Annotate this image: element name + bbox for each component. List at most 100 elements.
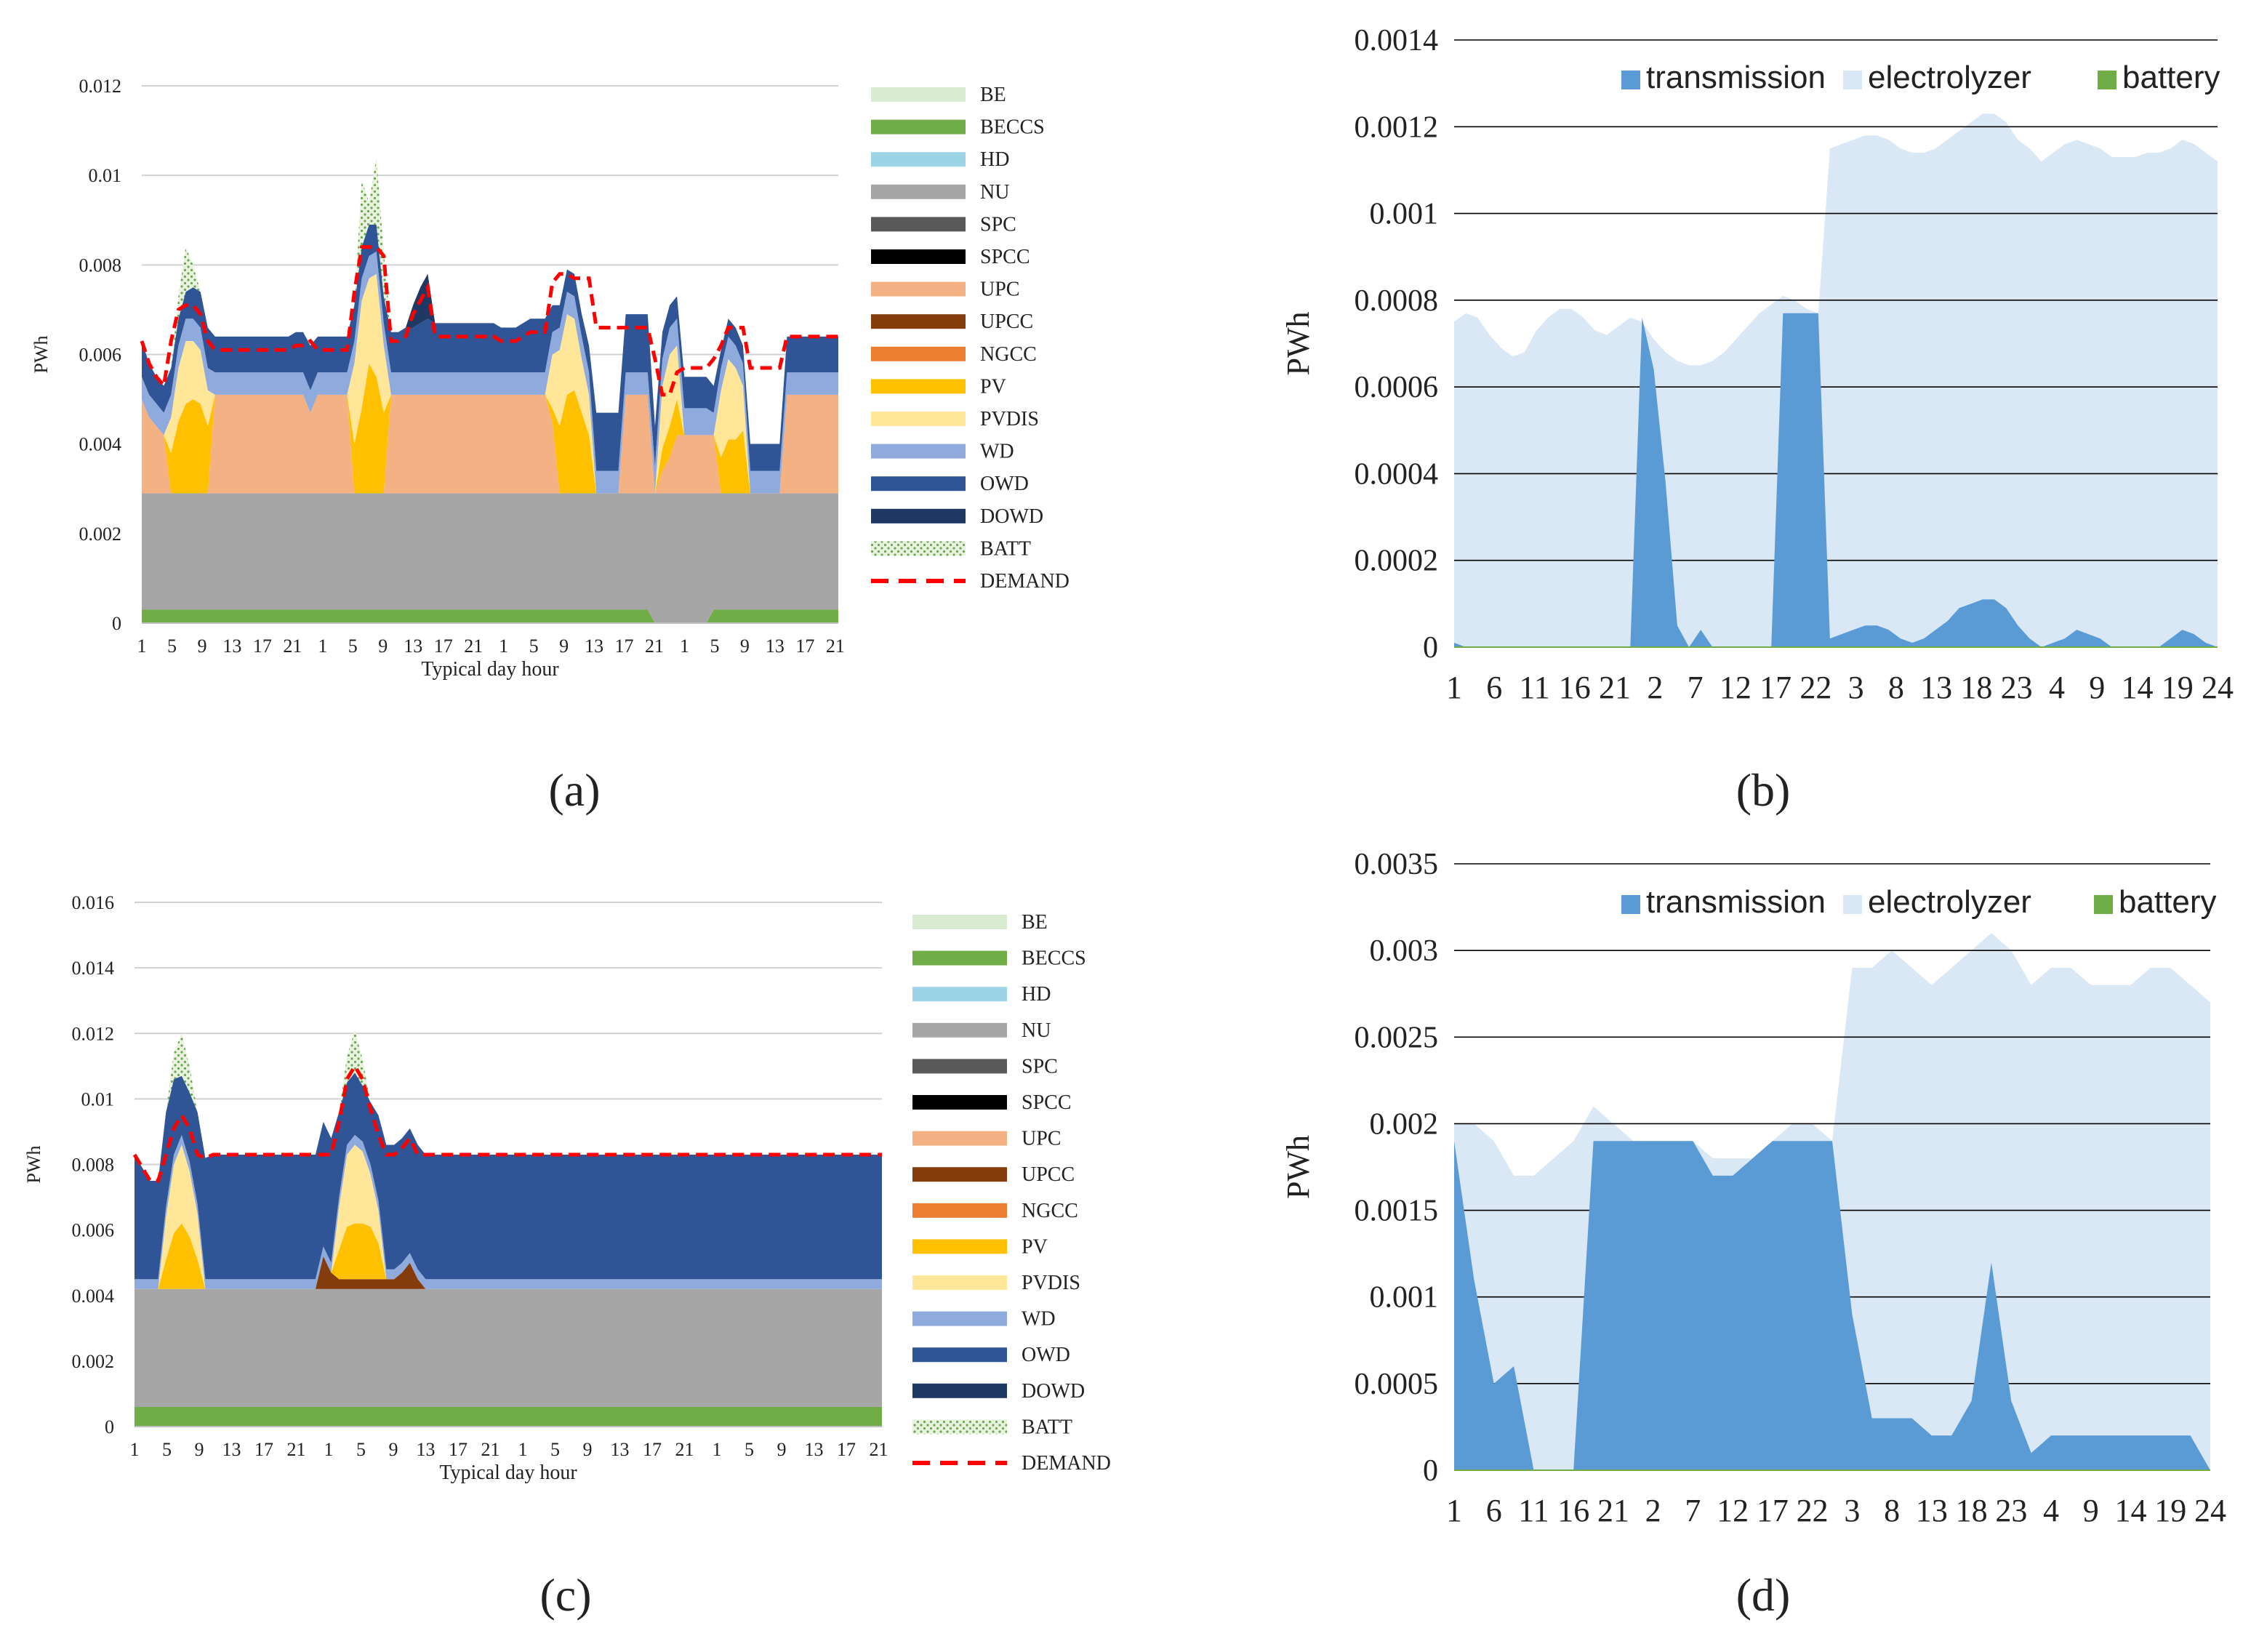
- y-tick-label: 0.008: [72, 1155, 115, 1176]
- area-pvdis: [142, 273, 838, 494]
- area-beccs: [142, 609, 838, 623]
- y-tick-label: 0.003: [1370, 934, 1439, 968]
- x-tick-label: 13: [222, 1439, 241, 1460]
- legend-swatch-hd: [871, 152, 966, 167]
- x-tick-label: 1: [130, 1439, 140, 1460]
- y-axis-title: PWh: [31, 336, 52, 374]
- x-tick-label: 16: [1559, 670, 1591, 705]
- legend-swatch-nu: [871, 184, 966, 199]
- x-tick-label: 21: [826, 635, 845, 657]
- legend-label-battery: battery: [2122, 60, 2220, 95]
- panel-label-d: (d): [1736, 1569, 1791, 1621]
- x-tick-label: 9: [195, 1439, 204, 1460]
- y-tick-label: 0.006: [79, 345, 122, 366]
- area-pv: [142, 363, 838, 494]
- x-tick-label: 13: [417, 1439, 436, 1460]
- legend-swatch-batt: [871, 541, 966, 556]
- legend-label-owd: OWD: [980, 473, 1029, 495]
- x-axis-title: Typical day hour: [439, 1461, 577, 1484]
- y-tick-label: 0.0008: [1355, 284, 1439, 318]
- y-tick-label: 0: [112, 613, 121, 634]
- x-tick-label: 17: [253, 635, 272, 657]
- x-tick-label: 11: [1518, 1493, 1549, 1528]
- legend-label-be: BE: [980, 84, 1006, 106]
- legend-swatch-hd: [912, 987, 1007, 1002]
- panel-label-a: (a): [548, 764, 600, 816]
- legend-swatch-spc: [912, 1059, 1007, 1074]
- x-tick-label: 5: [550, 1439, 560, 1460]
- x-tick-label: 2: [1645, 1493, 1661, 1528]
- area-owd: [135, 1072, 882, 1280]
- legend-label-dowd: DOWD: [980, 505, 1043, 528]
- legend-swatch-electrolyzer: [1843, 71, 1862, 89]
- x-tick-label: 6: [1486, 670, 1502, 705]
- legend-swatch-spcc: [871, 249, 966, 264]
- legend-label-ngcc: NGCC: [1022, 1200, 1078, 1222]
- x-tick-label: 14: [2121, 670, 2153, 705]
- legend-swatch-upcc: [871, 314, 966, 329]
- y-tick-label: 0.01: [81, 1088, 115, 1110]
- legend-label-upcc: UPCC: [1022, 1163, 1075, 1186]
- y-tick-label: 0.0014: [1355, 24, 1439, 57]
- x-tick-label: 1: [137, 635, 147, 657]
- y-tick-label: 0.006: [72, 1220, 115, 1241]
- legend-swatch-electrolyzer: [1843, 895, 1862, 914]
- y-tick-label: 0.004: [72, 1286, 115, 1307]
- legend-swatch-spc: [871, 217, 966, 232]
- legend-label-beccs: BECCS: [1022, 947, 1086, 970]
- y-axis-title: PWh: [1280, 312, 1316, 376]
- legend-swatch-nu: [912, 1022, 1007, 1038]
- legend-label-electrolyzer: electrolyzer: [1868, 884, 2031, 920]
- legend-swatch-beccs: [871, 119, 966, 135]
- x-tick-label: 21: [1599, 670, 1631, 705]
- x-tick-label: 21: [287, 1439, 306, 1460]
- legend-label-ngcc: NGCC: [980, 343, 1037, 366]
- x-tick-label: 17: [1757, 1493, 1789, 1528]
- y-tick-label: 0.012: [79, 76, 122, 97]
- y-tick-label: 0.01: [89, 165, 122, 186]
- y-tick-label: 0.0002: [1355, 545, 1439, 578]
- legend-label-transmission: transmission: [1646, 884, 1826, 920]
- legend-label-batt: BATT: [980, 537, 1031, 560]
- x-tick-label: 3: [1848, 670, 1864, 705]
- x-tick-label: 5: [710, 635, 719, 657]
- legend-swatch-upcc: [912, 1167, 1007, 1182]
- legend-label-spc: SPC: [980, 213, 1016, 236]
- legend-swatch-wd: [871, 444, 966, 459]
- x-tick-label: 13: [766, 635, 785, 657]
- x-tick-label: 5: [745, 1439, 754, 1460]
- x-tick-label: 1: [318, 635, 327, 657]
- y-tick-label: 0.002: [1370, 1107, 1439, 1141]
- legend-label-pvdis: PVDIS: [980, 408, 1039, 430]
- area-nu: [142, 493, 838, 623]
- x-tick-label: 23: [2001, 670, 2033, 705]
- legend-swatch-pv: [912, 1239, 1007, 1254]
- y-tick-label: 0: [1423, 631, 1438, 665]
- x-tick-label: 1: [713, 1439, 722, 1460]
- x-tick-label: 13: [805, 1439, 824, 1460]
- x-tick-label: 9: [197, 635, 206, 657]
- x-tick-label: 5: [356, 1439, 366, 1460]
- x-tick-label: 16: [1557, 1493, 1589, 1528]
- legend-label-upcc: UPCC: [980, 310, 1033, 333]
- area-nu: [135, 1288, 882, 1407]
- x-tick-label: 1: [324, 1439, 334, 1460]
- x-tick-label: 9: [740, 635, 750, 657]
- y-tick-label: 0.012: [72, 1023, 115, 1044]
- legend-swatch-owd: [871, 476, 966, 492]
- legend-label-battery: battery: [2119, 884, 2217, 920]
- area-transmission: [1454, 1141, 2210, 1470]
- y-tick-label: 0.008: [79, 254, 122, 276]
- x-tick-label: 18: [1960, 670, 1992, 705]
- x-tick-label: 22: [1797, 1493, 1829, 1528]
- legend-swatch-pv: [871, 379, 966, 394]
- x-tick-label: 7: [1685, 1493, 1701, 1528]
- y-axis-title: PWh: [23, 1146, 44, 1184]
- x-tick-label: 7: [1688, 670, 1704, 705]
- x-tick-label: 9: [378, 635, 388, 657]
- legend-label-pv: PV: [1022, 1235, 1048, 1258]
- legend-label-upc: UPC: [1022, 1128, 1061, 1150]
- legend-label-hd: HD: [980, 148, 1009, 171]
- x-tick-label: 2: [1647, 670, 1663, 705]
